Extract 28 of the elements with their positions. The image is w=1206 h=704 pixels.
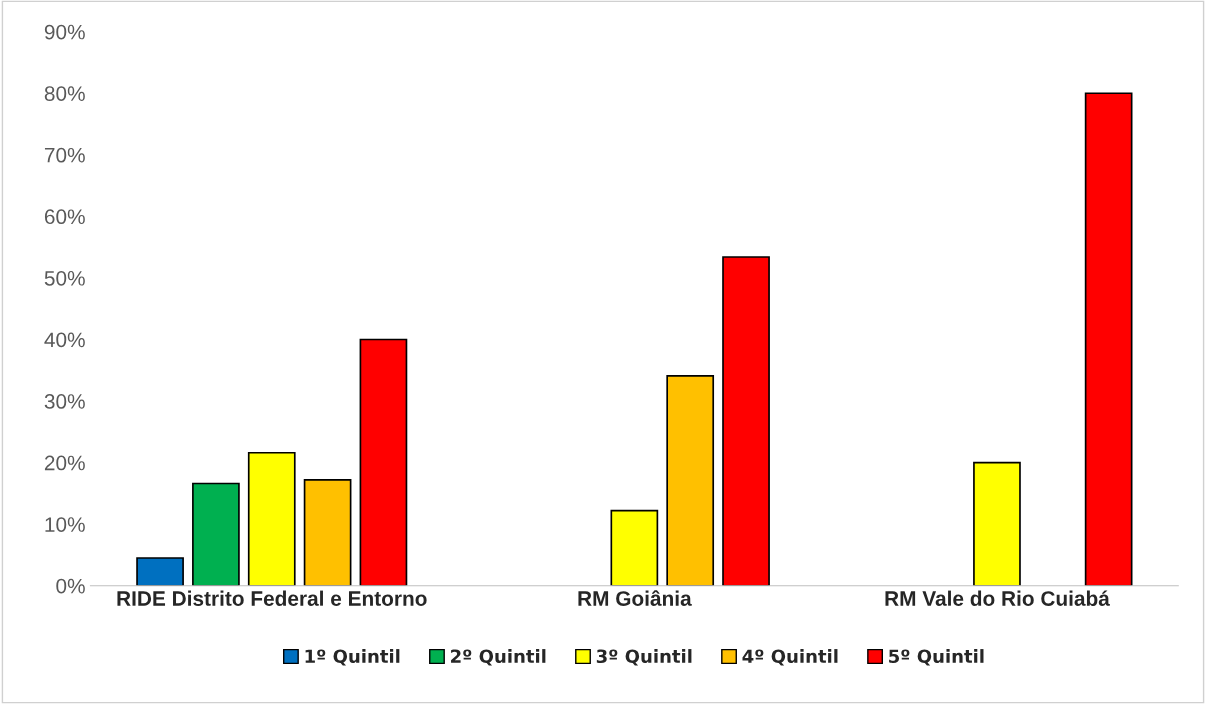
bar	[973, 461, 1021, 586]
y-tick-label: 30%	[44, 394, 85, 409]
y-tick-label: 60%	[44, 209, 85, 225]
bar	[136, 557, 184, 586]
legend-label: 5º Quintil	[889, 649, 984, 666]
bar	[610, 509, 659, 586]
x-tick-label: RIDE Distrito Federal e Entorno	[117, 590, 427, 606]
bar	[192, 482, 240, 586]
x-tick-label: RM Vale do Rio Cuiabá	[885, 590, 1110, 606]
legend-label: 1º Quintil	[305, 649, 400, 666]
y-tick-label: 50%	[44, 270, 85, 286]
y-tick-label: 10%	[45, 517, 85, 532]
legend-label: 3º Quintil	[596, 649, 692, 666]
y-tick-label: 70%	[44, 147, 85, 163]
bar	[247, 451, 296, 586]
y-tick-label: 90%	[44, 24, 85, 40]
bar	[303, 479, 352, 586]
bar	[722, 256, 770, 586]
legend-label: 4º Quintil	[742, 649, 838, 666]
x-tick-label: RM Goiânia	[578, 590, 692, 606]
legend-label: 2º Quintil	[451, 649, 546, 666]
bar	[1084, 92, 1133, 586]
bar	[666, 374, 715, 586]
y-tick-label: 0%	[56, 578, 85, 594]
bar	[359, 338, 408, 586]
y-tick-label: 40%	[44, 332, 85, 348]
y-tick-label: 80%	[44, 86, 85, 101]
y-tick-label: 20%	[44, 455, 85, 471]
